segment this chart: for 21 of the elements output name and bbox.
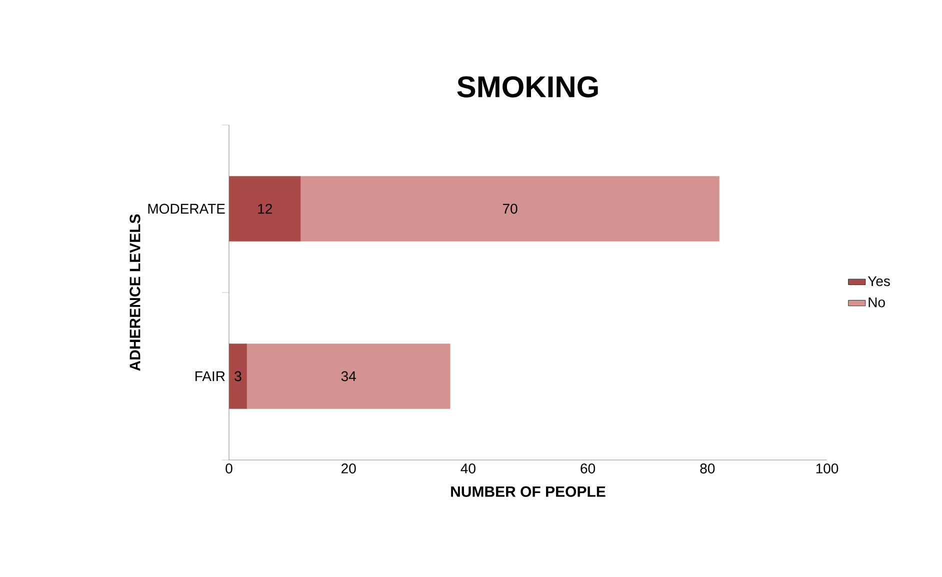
x-axis-title: NUMBER OF PEOPLE (451, 486, 606, 497)
y-tick-label: FAIR (196, 371, 225, 382)
data-label: 70 (503, 204, 518, 214)
chart-title: SMOKING (457, 76, 598, 98)
x-tick-label: 40 (460, 464, 476, 474)
legend-label: Yes (868, 276, 890, 286)
bar (229, 344, 247, 409)
x-tick-label: 60 (580, 464, 596, 474)
data-label: 3 (234, 371, 242, 382)
data-label: 34 (341, 371, 356, 382)
bar (246, 344, 450, 409)
x-tick-label: 100 (816, 464, 838, 474)
data-label: 12 (258, 204, 272, 214)
x-tick-label: 80 (700, 464, 715, 474)
bar (300, 176, 720, 242)
y-axis-title: ADHERENCE LEVELS (130, 214, 140, 371)
bar (229, 176, 301, 242)
legend-label: No (868, 297, 885, 308)
x-tick-label: 0 (226, 464, 232, 474)
y-tick-label: MODERATE (148, 204, 225, 214)
x-tick-label: 20 (342, 464, 356, 474)
